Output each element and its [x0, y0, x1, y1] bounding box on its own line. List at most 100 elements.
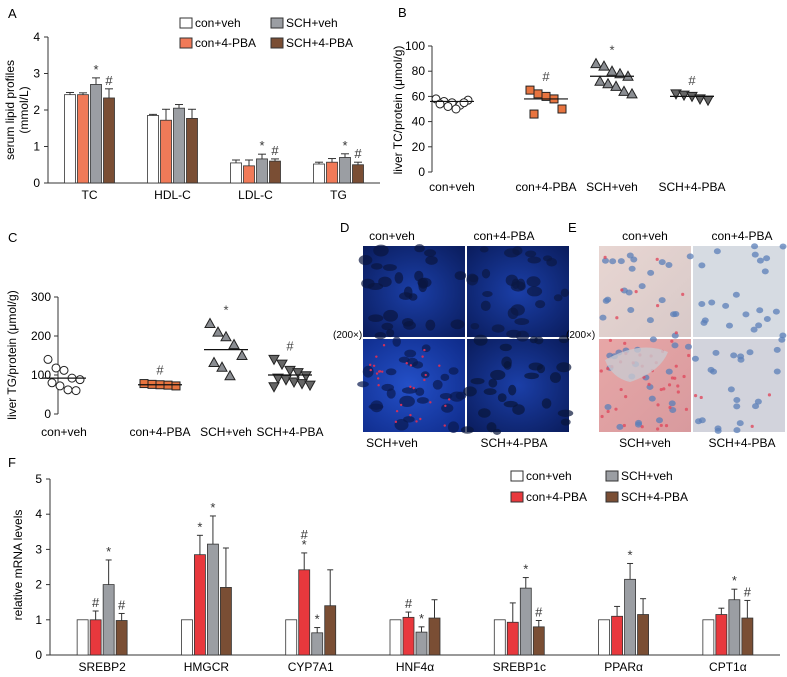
y-tick-label: 40 — [412, 115, 426, 129]
bar — [728, 599, 741, 656]
nucleus-shape — [483, 388, 497, 395]
micrograph-e-sch-pba — [693, 339, 785, 432]
x-tick-label: SREBP2 — [78, 660, 126, 674]
bar — [102, 584, 115, 656]
bar — [89, 619, 102, 656]
nucleus-shape — [497, 393, 507, 402]
nucleus-shape — [698, 417, 706, 424]
nucleus-shape — [482, 290, 493, 298]
nucleus-shape — [383, 309, 399, 322]
nucleus-shape — [403, 416, 415, 423]
significance-hash: # — [105, 73, 113, 88]
nucleus-shape — [486, 422, 497, 433]
nucleus-shape — [418, 280, 428, 293]
nucleus-shape — [473, 334, 488, 346]
nucleus-shape — [751, 251, 759, 258]
bar — [194, 554, 206, 656]
bar — [402, 616, 415, 656]
lipid-droplet — [444, 404, 447, 408]
legend-label: con+4-PBA — [195, 36, 256, 50]
nucleus-shape — [378, 276, 392, 288]
nucleus-shape — [626, 252, 634, 259]
nucleus-shape — [601, 257, 609, 264]
nucleus-shape — [756, 307, 764, 314]
lipid-droplet — [615, 316, 619, 320]
data-point-triangle-up — [610, 80, 622, 91]
lipid-droplet — [369, 368, 372, 372]
data-point-circle — [47, 378, 57, 388]
y-tick-label: 0 — [44, 407, 51, 421]
significance-star: * — [210, 500, 215, 515]
y-tick-label: 60 — [412, 89, 426, 103]
data-point-circle — [55, 381, 65, 391]
legend-swatch — [510, 470, 524, 482]
data-point-circle — [43, 354, 53, 364]
micrograph-d-texture — [357, 244, 574, 435]
micrograph-panel-d: con+veh con+4-PBA (200×) SCH+veh SCH+4-P… — [333, 229, 574, 450]
nucleus-shape — [727, 386, 735, 393]
nucleus-shape — [560, 418, 571, 426]
bar — [324, 605, 337, 656]
bar — [415, 631, 428, 656]
data-point-triangle-up — [216, 361, 228, 372]
lipid-droplet — [655, 257, 659, 261]
nucleus-shape — [374, 331, 387, 340]
data-point-circle — [75, 375, 85, 385]
data-point-triangle-down — [280, 375, 292, 386]
micro-e-label-bottom-right: SCH+4-PBA — [708, 436, 775, 450]
nucleus-shape — [362, 365, 374, 378]
significance-hash: # — [301, 527, 309, 542]
bar — [186, 117, 198, 184]
lipid-droplet — [399, 403, 403, 407]
bar — [90, 84, 102, 184]
bar — [103, 97, 115, 184]
nucleus-shape — [616, 423, 624, 430]
y-tick-label: 200 — [31, 329, 51, 343]
lipid-droplet — [423, 378, 426, 382]
nucleus-shape — [746, 349, 754, 356]
lipid-droplet — [619, 387, 623, 392]
micro-d-label-bottom-right: SCH+4-PBA — [480, 436, 547, 450]
lipid-droplet — [640, 425, 644, 429]
micrograph-d-con-veh — [363, 246, 465, 337]
data-point-triangle-down — [694, 94, 706, 105]
chart-f: 0 1 2 3 4 5 SREBP2 HMGCR CYP7A1 HNF4α SREBP1c PPARα… — [11, 469, 780, 674]
lipid-droplet — [376, 377, 380, 380]
nucleus-shape — [778, 336, 786, 343]
y-tick-label: 300 — [31, 290, 51, 304]
nucleus-shape — [737, 353, 745, 360]
significance-hash: # — [118, 597, 126, 612]
bar — [76, 619, 89, 656]
nucleus-shape — [447, 421, 459, 434]
data-point-triangle-up — [228, 338, 240, 350]
nucleus-shape — [708, 299, 716, 306]
lipid-droplet — [375, 355, 378, 358]
nucleus-shape — [546, 257, 558, 267]
x-tick-label: con+veh — [429, 180, 475, 194]
nucleus-shape — [658, 297, 666, 304]
nucleus-shape — [684, 343, 692, 350]
lipid-droplet — [656, 403, 660, 407]
chart-b: 0 20 40 60 80 100 con+veh con+4-PBA SCH+veh SCH+4… — [391, 39, 726, 194]
micro-e-label-top-right: con+4-PBA — [711, 229, 772, 243]
nucleus-shape — [733, 397, 741, 404]
lipid-droplet — [599, 369, 603, 373]
nucleus-shape — [549, 372, 562, 383]
legend-label: SCH+veh — [286, 16, 338, 30]
significance-star: * — [93, 62, 98, 77]
significance-star: * — [342, 138, 347, 153]
data-point-circle — [63, 385, 73, 395]
lipid-droplet — [606, 366, 610, 371]
lipid-droplet — [693, 394, 698, 398]
x-tick-label: HNF4α — [396, 660, 434, 674]
bar — [160, 119, 172, 184]
significance-hash: # — [354, 146, 362, 161]
x-tick-label: con+veh — [41, 425, 87, 439]
nucleus-shape — [510, 281, 526, 292]
nucleus-shape — [714, 427, 722, 434]
nucleus-shape — [655, 417, 663, 424]
legend-swatch — [179, 17, 193, 29]
y-axis-label: liver TC/protein (μmol/g) — [391, 46, 405, 175]
lipid-droplet — [377, 384, 380, 387]
